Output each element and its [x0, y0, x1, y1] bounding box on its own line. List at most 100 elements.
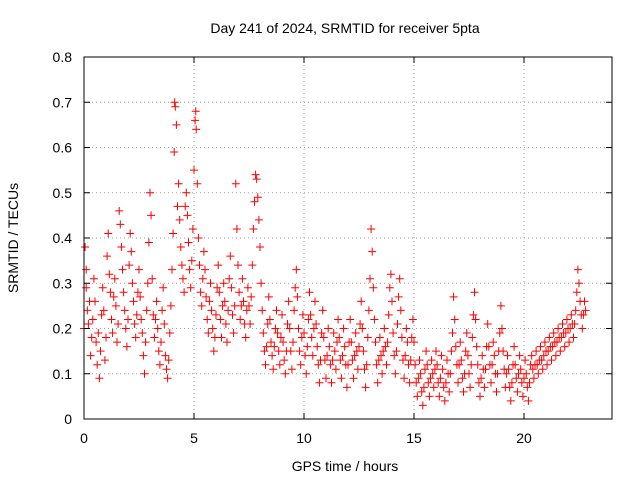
- data-point: [333, 338, 341, 347]
- data-point: [569, 333, 578, 342]
- data-point: [254, 215, 263, 224]
- y-tick-label: 0: [64, 411, 72, 427]
- data-point: [351, 329, 360, 338]
- data-point: [104, 229, 113, 238]
- data-point: [522, 369, 531, 378]
- data-point: [441, 378, 450, 387]
- data-point: [99, 306, 108, 315]
- data-point: [158, 306, 167, 315]
- data-point: [268, 351, 277, 360]
- data-point: [373, 378, 382, 387]
- data-point: [515, 351, 524, 360]
- data-point: [448, 329, 457, 338]
- data-point: [495, 329, 504, 338]
- data-point: [472, 342, 481, 351]
- data-point: [247, 292, 256, 301]
- data-point: [155, 360, 164, 369]
- data-point: [154, 347, 163, 356]
- data-point: [272, 306, 281, 315]
- data-point: [165, 329, 174, 338]
- data-point: [331, 365, 340, 374]
- data-point: [83, 306, 92, 315]
- data-point: [286, 347, 295, 356]
- data-point: [410, 338, 418, 347]
- data-point: [81, 243, 90, 252]
- data-point: [122, 342, 131, 351]
- data-point: [430, 365, 439, 374]
- data-point: [297, 333, 306, 342]
- data-point: [358, 324, 367, 333]
- data-point: [125, 261, 134, 270]
- data-point: [578, 324, 587, 333]
- data-point: [395, 274, 404, 283]
- data-point: [259, 329, 268, 338]
- data-point: [481, 365, 490, 374]
- data-point: [209, 347, 218, 356]
- data-point: [285, 324, 294, 333]
- data-point: [260, 347, 269, 356]
- data-point: [212, 310, 220, 319]
- data-point: [236, 315, 245, 324]
- data-point: [128, 279, 137, 288]
- data-point: [507, 378, 516, 387]
- data-point: [249, 224, 258, 233]
- data-point: [221, 319, 230, 328]
- data-point: [226, 252, 235, 261]
- data-point: [164, 356, 173, 365]
- data-point: [195, 261, 204, 270]
- data-point: [258, 306, 267, 315]
- data-point: [438, 365, 447, 374]
- data-point: [363, 333, 372, 342]
- data-point: [512, 374, 521, 383]
- data-point: [356, 319, 365, 328]
- data-point: [538, 365, 547, 374]
- data-point: [385, 283, 394, 292]
- data-point: [557, 333, 566, 342]
- data-point: [433, 360, 442, 369]
- data-point: [503, 351, 512, 360]
- data-point: [276, 333, 285, 342]
- data-point: [514, 369, 523, 378]
- data-point: [124, 315, 132, 324]
- data-point: [551, 351, 560, 360]
- data-point: [106, 288, 115, 297]
- y-tick-label: 0.5: [53, 185, 73, 201]
- data-point: [397, 333, 406, 342]
- data-point: [103, 252, 112, 261]
- data-point: [325, 342, 334, 351]
- data-point: [317, 329, 326, 338]
- data-point: [381, 342, 390, 351]
- data-point: [223, 338, 231, 347]
- data-point: [93, 360, 102, 369]
- data-point: [132, 310, 141, 319]
- data-point: [421, 365, 429, 374]
- data-point: [488, 360, 497, 369]
- data-point: [340, 342, 349, 351]
- data-point: [219, 279, 228, 288]
- data-point: [235, 288, 244, 297]
- data-point: [312, 319, 321, 328]
- data-point: [231, 179, 240, 188]
- data-point: [425, 392, 434, 401]
- data-point: [205, 297, 214, 306]
- data-point: [187, 256, 196, 265]
- data-point: [443, 356, 451, 365]
- data-point: [498, 324, 506, 333]
- data-point: [298, 310, 307, 319]
- data-point: [529, 374, 538, 383]
- data-point: [330, 347, 339, 356]
- data-point: [524, 396, 533, 405]
- data-point: [87, 333, 96, 342]
- data-point: [408, 315, 417, 324]
- data-point: [402, 324, 411, 333]
- data-point: [117, 243, 126, 252]
- data-point: [413, 392, 422, 401]
- data-point: [521, 356, 530, 365]
- data-point: [251, 170, 260, 179]
- data-point: [313, 342, 322, 351]
- data-point: [391, 369, 400, 378]
- data-point: [511, 360, 520, 369]
- data-point: [504, 365, 513, 374]
- data-point: [533, 360, 542, 369]
